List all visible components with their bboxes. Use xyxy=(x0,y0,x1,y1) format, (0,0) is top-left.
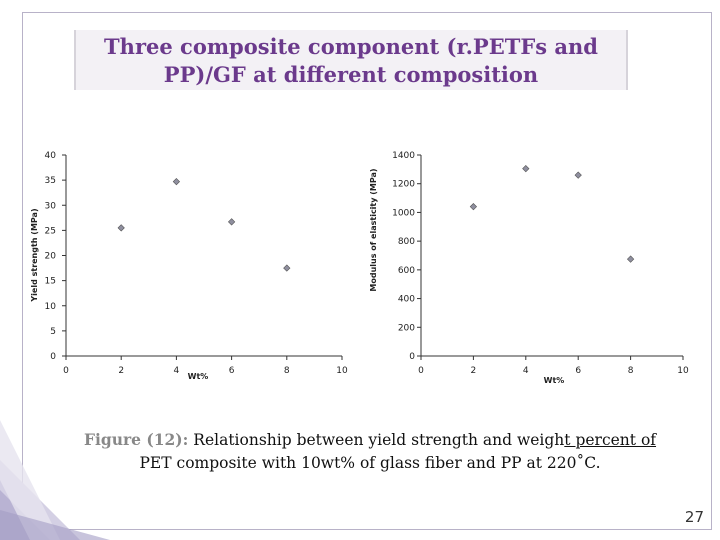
data-point xyxy=(522,165,530,173)
y-axis-title: Yield strength (MPa) xyxy=(30,208,39,302)
y-axis-title: Modulus of elasticity (MPa) xyxy=(369,168,378,291)
data-point xyxy=(227,218,236,226)
x-tick-label: 2 xyxy=(471,366,477,376)
data-point xyxy=(172,178,181,186)
x-axis-title: Wt% xyxy=(544,376,565,385)
corner-decoration xyxy=(0,420,110,540)
y-tick-label: 400 xyxy=(398,295,415,305)
y-tick-label: 800 xyxy=(398,237,415,247)
x-tick-label: 0 xyxy=(63,366,69,376)
x-tick-label: 10 xyxy=(677,366,689,376)
data-point xyxy=(626,255,635,263)
x-tick-label: 8 xyxy=(628,366,634,376)
x-tick-label: 10 xyxy=(336,366,348,376)
y-tick-label: 30 xyxy=(45,201,57,211)
y-tick-label: 0 xyxy=(50,352,56,362)
y-tick-label: 25 xyxy=(45,226,56,236)
y-tick-label: 20 xyxy=(45,252,57,262)
x-tick-label: 2 xyxy=(118,366,124,376)
y-tick-label: 15 xyxy=(45,277,56,287)
x-tick-label: 6 xyxy=(229,366,235,376)
caption-text-b: PET composite with 10wt% of glass fiber … xyxy=(139,454,601,472)
figure-caption: Figure (12): Relationship between yield … xyxy=(60,428,680,475)
y-tick-label: 1200 xyxy=(392,180,415,190)
data-point xyxy=(283,264,291,272)
slide-title: Three composite component (r.PETFs and P… xyxy=(104,34,598,87)
title-box: Three composite component (r.PETFs and P… xyxy=(74,30,628,90)
x-tick-label: 4 xyxy=(523,366,529,376)
data-point xyxy=(469,203,478,211)
data-point xyxy=(117,224,125,232)
slide-number: 27 xyxy=(684,508,704,526)
y-tick-label: 40 xyxy=(45,151,57,161)
x-tick-label: 0 xyxy=(418,366,424,376)
y-tick-label: 0 xyxy=(409,352,415,362)
slide-frame xyxy=(22,12,712,530)
caption-text-a: Relationship between yield strength and … xyxy=(188,431,565,449)
y-tick-label: 200 xyxy=(398,323,415,333)
x-tick-label: 4 xyxy=(174,366,180,376)
data-point xyxy=(574,171,582,179)
x-tick-label: 6 xyxy=(575,366,581,376)
x-axis-title: Wt% xyxy=(188,372,209,381)
caption-label: Figure (12): xyxy=(83,430,189,449)
y-tick-label: 600 xyxy=(398,266,415,276)
y-tick-label: 1400 xyxy=(392,151,415,161)
x-tick-label: 8 xyxy=(284,366,290,376)
y-tick-label: 10 xyxy=(45,302,57,312)
y-tick-label: 35 xyxy=(45,176,56,186)
caption-text-underlined: t percent of xyxy=(564,431,657,449)
y-tick-label: 1000 xyxy=(392,208,415,218)
y-tick-label: 5 xyxy=(50,327,56,337)
